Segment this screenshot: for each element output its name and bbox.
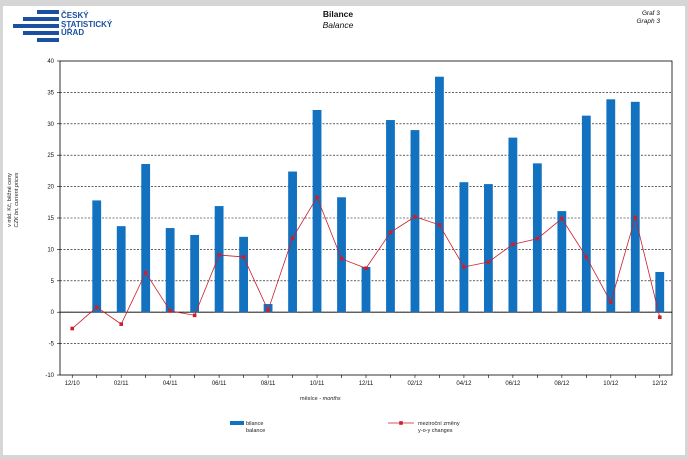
logo-bars-icon [13,10,59,42]
bar-09-12 [581,115,591,313]
bar-05-12 [483,184,493,313]
y-tick-label: -10 [45,373,54,379]
yoy-point-12-12 [657,315,662,320]
yoy-point-08-12 [560,216,564,221]
x-tick-label: 06/11 [212,381,227,387]
x-tick-label: 04/12 [456,381,472,387]
bar-04-11 [165,228,175,313]
x-axis-label-cz: měsíce [300,396,318,402]
bar-02-11 [116,226,126,313]
graph-number-en: Graph 3 [636,18,661,25]
legend-bilance-label: bilance balance [246,421,265,435]
yoy-point-10-11 [315,195,319,200]
yoy-point-09-11 [290,236,295,240]
x-tick-label: 10/12 [603,381,619,387]
y-tick-label: 35 [47,90,54,96]
yoy-point-05-11 [192,313,197,318]
logo-line-1: ČESKÝ [61,11,89,20]
x-axis-label-en: months [322,396,341,402]
bar-08-12 [557,211,567,313]
bar-12-11 [361,266,371,313]
csu-logo: ČESKÝ STATISTICKÝ ÚŘAD [13,10,123,42]
logo-line-2: STATISTICKÝ [61,19,113,29]
legend-bilance-cz: bilance [246,421,264,427]
yoy-point-02-11 [119,322,123,326]
legend-bilance-en: balance [246,428,266,434]
bar-01-12 [386,120,395,313]
graph-number: Graf 3 Graph 3 [637,10,661,26]
y-tick-label: 40 [47,59,54,65]
x-tick-label: 02/12 [407,381,423,387]
x-tick-label: 02/11 [114,381,129,387]
y-tick-label: 20 [47,185,54,191]
yoy-point-06-12 [511,242,515,247]
x-axis-label: měsíce - months [300,396,341,402]
chart-title: Bilance [322,9,354,19]
bar-05-11 [190,234,200,313]
bar-03-11 [141,163,151,313]
yoy-point-04-11 [168,309,172,313]
legend-bilance-swatch [230,421,244,425]
yoy-point-07-11 [241,255,246,259]
yoy-point-12-11 [364,266,368,271]
bar-04-12 [459,182,469,313]
bar-06-12 [508,137,518,313]
graph-number-cz: Graf 3 [641,10,660,17]
yoy-point-03-11 [143,270,148,275]
yoy-point-11-11 [339,257,344,261]
yoy-point-10-12 [609,300,613,304]
y-tick-label: 0 [51,310,55,316]
bar-11-11 [337,197,346,313]
x-tick-label: 12/12 [652,381,668,387]
yoy-point-07-12 [535,236,540,241]
y-tick-label: 25 [47,153,54,159]
bar-01-11 [92,200,102,313]
y-tick-label: 30 [47,122,54,128]
x-tick-label: 12/11 [359,381,374,387]
bar-06-11 [214,206,224,313]
yoy-point-11-12 [633,215,638,220]
yoy-point-01-11 [94,305,99,309]
bar-08-11 [263,304,273,313]
yoy-point-01-12 [388,230,393,235]
bar-07-11 [239,236,249,313]
x-tick-label: 04/11 [163,381,178,387]
bar-12-12 [655,272,665,313]
yoy-point-03-12 [437,223,442,227]
logo-text: ČESKÝ STATISTICKÝ ÚŘAD [61,11,113,38]
chart-title-block: Bilance Balance [280,9,396,30]
y-tick-label: 5 [51,279,55,285]
x-tick-label: 10/11 [310,381,325,387]
x-tick-label: 06/12 [505,381,521,387]
legend-yoy-cz: meziroční změny [418,421,460,427]
y-tick-label: 15 [47,216,54,222]
x-tick-label: 08/11 [261,381,276,387]
yoy-point-02-12 [413,214,417,219]
x-tick-label: 08/12 [554,381,570,387]
yoy-point-08-11 [266,308,270,313]
yoy-point-09-12 [584,255,589,259]
bar-02-12 [410,130,420,313]
legend-yoy-marker [399,421,403,425]
bar-11-12 [630,101,640,313]
bar-10-12 [606,99,616,313]
legend-yoy-label: meziroční změny y-o-y changes [418,421,460,435]
x-tick-label: 12/10 [65,381,81,387]
yoy-point-05-12 [486,260,491,264]
y-tick-label: 10 [47,247,54,253]
legend-yoy-en: y-o-y changes [418,428,453,434]
yoy-point-12-10 [70,326,75,331]
y-tick-label: -5 [49,342,55,348]
bar-10-11 [312,109,322,313]
bar-03-12 [435,76,444,313]
yoy-point-06-11 [217,253,221,257]
bar-09-11 [288,171,297,313]
chart-subtitle: Balance [322,20,354,30]
yoy-point-04-12 [462,265,466,269]
logo-line-3: ÚŘAD [61,28,85,38]
